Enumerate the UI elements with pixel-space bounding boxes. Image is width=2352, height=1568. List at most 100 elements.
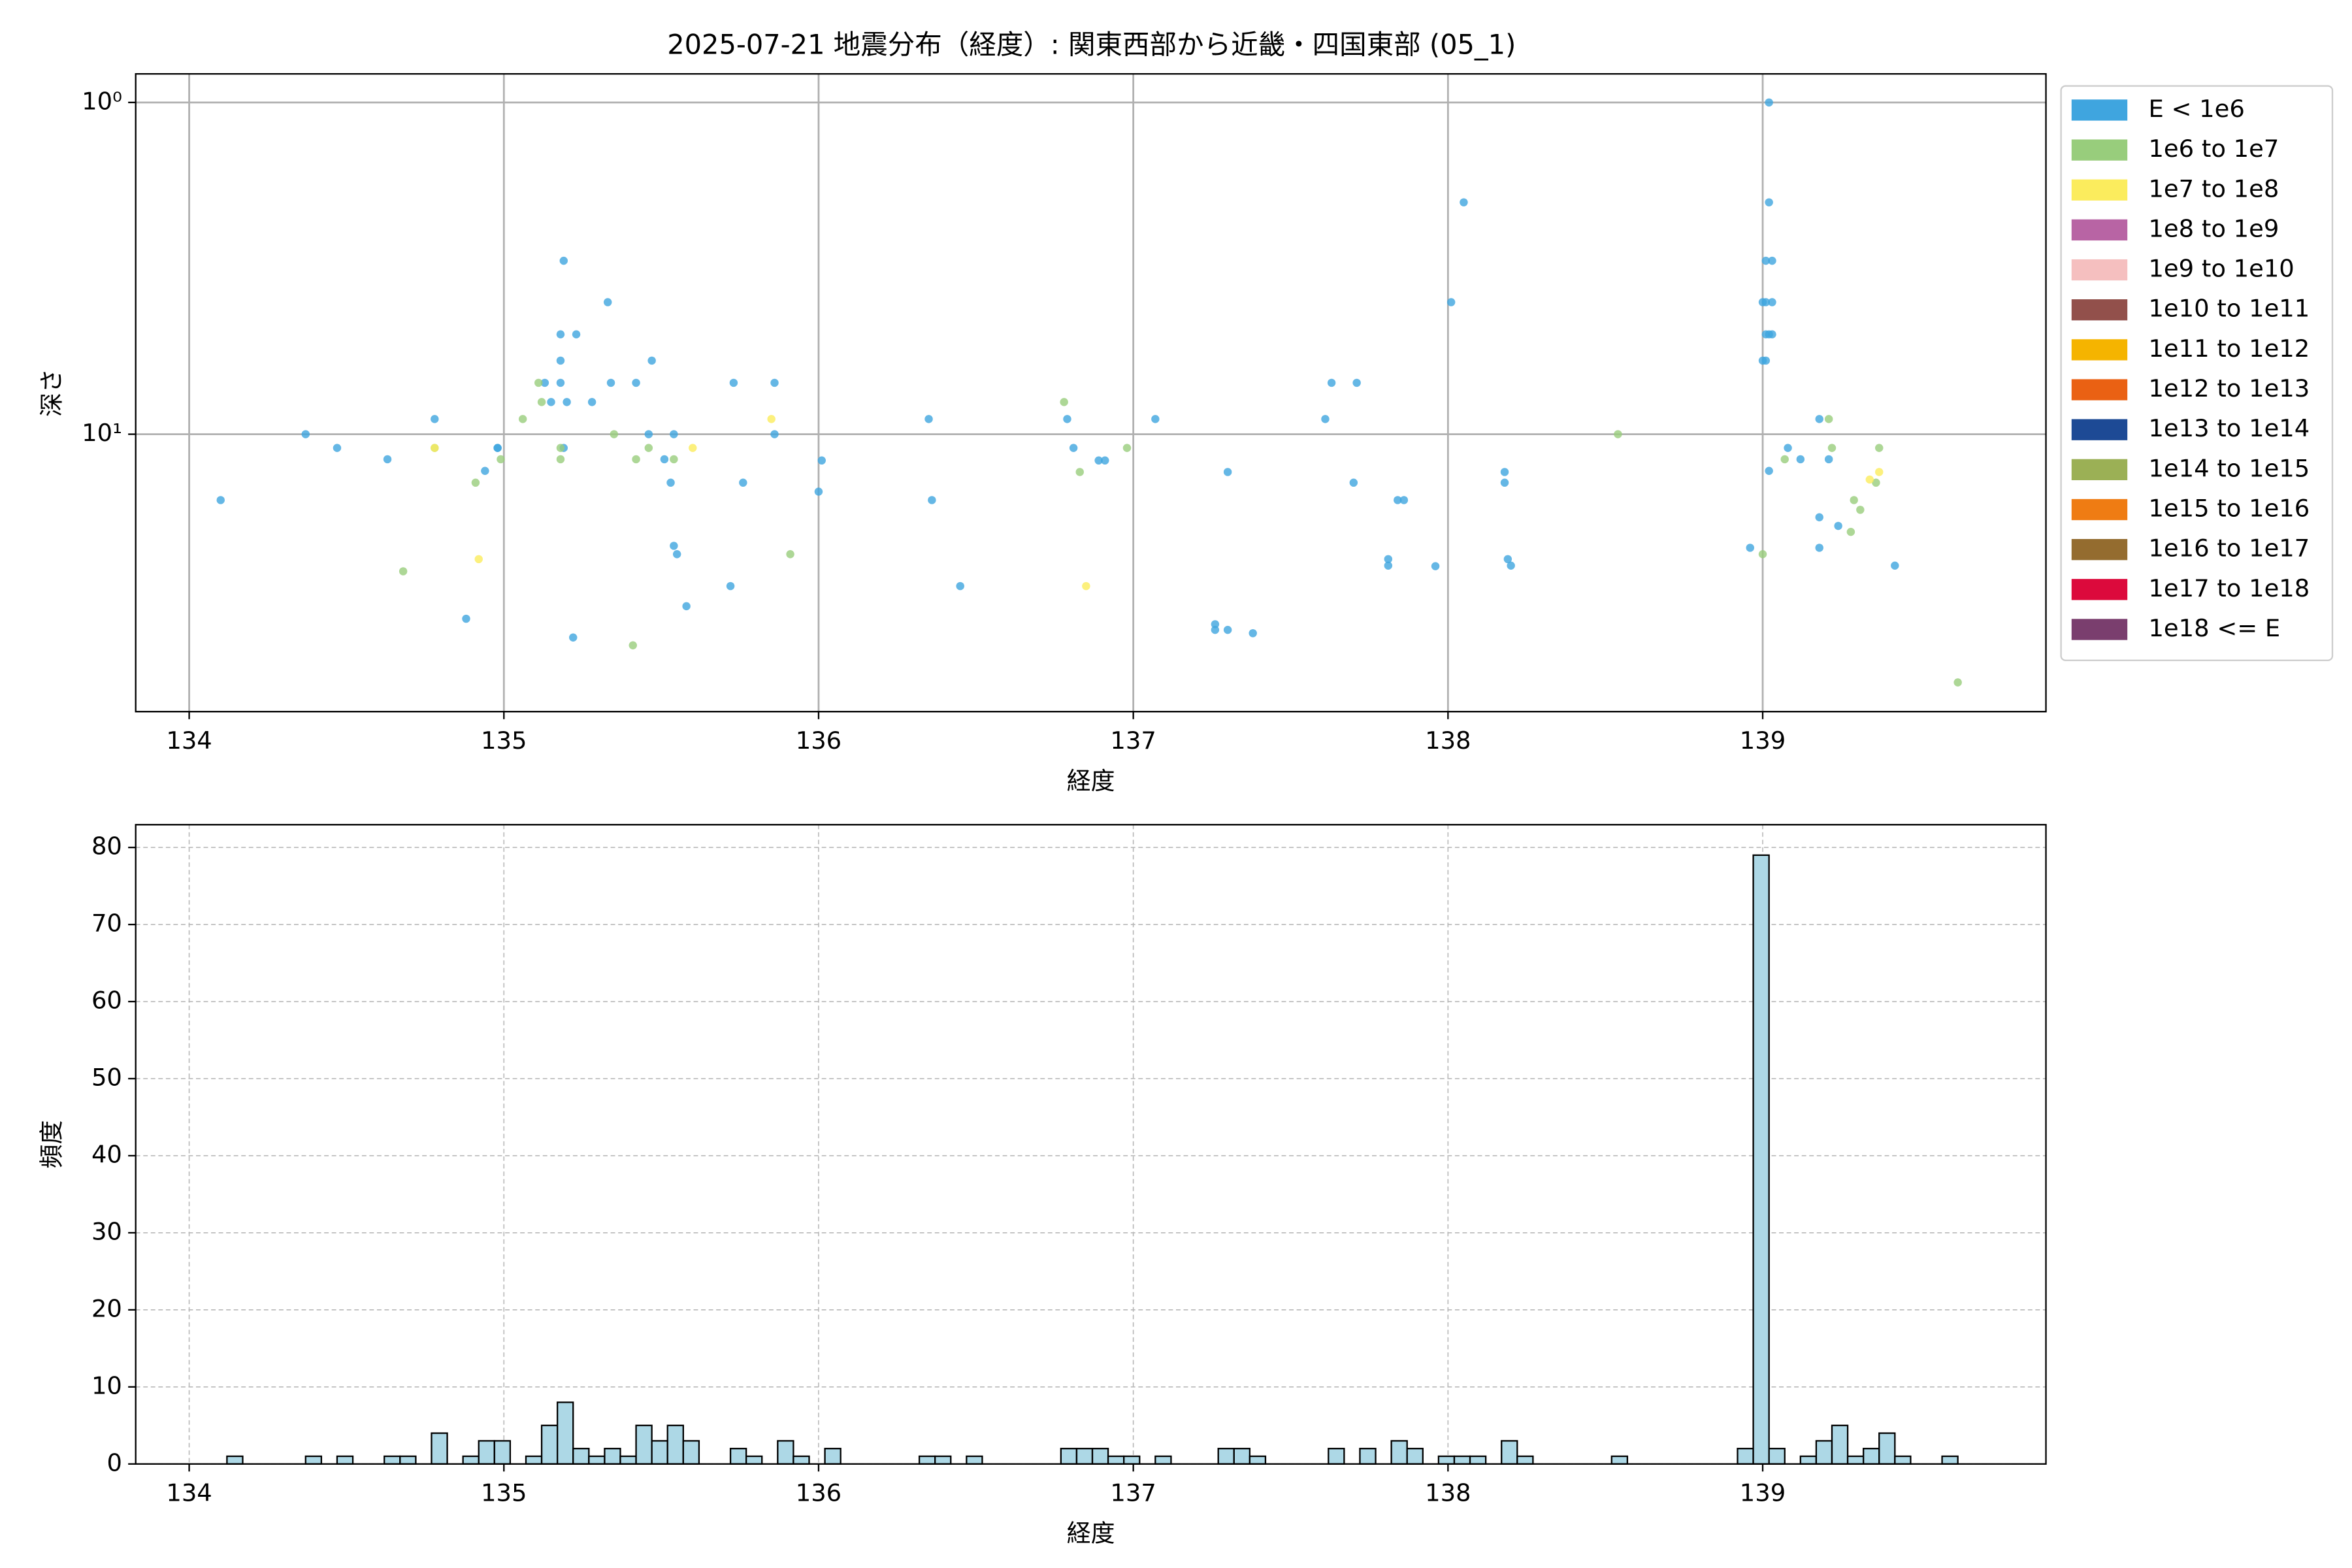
point — [670, 542, 678, 550]
point — [1500, 478, 1509, 487]
point — [569, 633, 578, 642]
bar — [651, 1440, 668, 1465]
legend-swatch — [2071, 459, 2128, 480]
point — [556, 455, 565, 464]
marks — [226, 854, 1959, 1465]
bar — [572, 1448, 590, 1465]
point — [1094, 456, 1103, 465]
bar — [1123, 1455, 1141, 1465]
point — [644, 430, 653, 438]
point — [1352, 378, 1361, 387]
point — [1796, 455, 1805, 464]
x-axis-label: 経度 — [1067, 767, 1115, 795]
bar — [777, 1440, 794, 1465]
bar — [1610, 1455, 1629, 1465]
point — [1827, 444, 1837, 452]
point — [1758, 550, 1767, 559]
bar — [1328, 1448, 1345, 1465]
bar — [918, 1455, 936, 1465]
point — [1815, 415, 1823, 423]
point — [572, 330, 581, 338]
legend-label: 1e9 to 1e10 — [2148, 255, 2294, 283]
point — [1507, 561, 1515, 570]
point — [399, 567, 408, 576]
point — [956, 581, 964, 591]
point — [1780, 455, 1789, 464]
point — [928, 496, 936, 504]
legend-label: 1e11 to 1e12 — [2148, 335, 2310, 363]
point — [497, 455, 505, 464]
bar — [1390, 1440, 1408, 1465]
chart-title: 2025-07-21 地震分布（経度）: 関東西部から近畿・四国東部 (05_1… — [667, 29, 1516, 61]
bar — [478, 1440, 495, 1465]
point — [1765, 198, 1773, 206]
legend-swatch — [2071, 619, 2128, 640]
point — [1384, 555, 1393, 564]
bar — [1846, 1455, 1865, 1465]
bar — [1359, 1448, 1377, 1465]
point — [547, 398, 555, 406]
x-tick-label: 136 — [796, 1478, 841, 1507]
legend-frame — [2060, 85, 2334, 661]
bar — [525, 1455, 543, 1465]
point — [682, 602, 691, 611]
x-tick-label: 136 — [796, 727, 841, 755]
point — [301, 430, 310, 438]
x-tick-label: 139 — [1740, 1478, 1786, 1507]
point — [1768, 298, 1776, 306]
point — [770, 378, 779, 387]
legend-swatch — [2071, 219, 2128, 241]
legend-label: 1e17 to 1e18 — [2148, 574, 2310, 602]
point — [1746, 544, 1754, 552]
point — [726, 581, 735, 591]
point — [493, 444, 502, 452]
bar — [1469, 1455, 1487, 1465]
point — [537, 398, 546, 406]
bar — [1799, 1455, 1818, 1465]
point — [462, 614, 470, 623]
point — [1768, 330, 1776, 338]
x-tick-label: 138 — [1425, 1478, 1471, 1507]
point — [556, 356, 565, 365]
axes-frame — [135, 73, 2047, 713]
point — [1211, 625, 1220, 634]
bar — [462, 1455, 480, 1465]
legend-swatch — [2071, 139, 2128, 161]
x-tick-label: 134 — [166, 1478, 212, 1507]
bar — [431, 1432, 448, 1465]
bar — [1154, 1455, 1172, 1465]
bar — [399, 1455, 417, 1465]
point — [1249, 629, 1257, 638]
legend-label: 1e16 to 1e17 — [2148, 534, 2310, 563]
legend-label: E < 1e6 — [2148, 95, 2244, 123]
bar — [1107, 1455, 1125, 1465]
legend-swatch — [2071, 539, 2128, 561]
marks — [216, 98, 1962, 687]
bar — [824, 1448, 841, 1465]
point — [474, 555, 483, 564]
point — [1460, 198, 1468, 206]
bar — [336, 1455, 354, 1465]
point — [518, 415, 527, 423]
point — [1500, 468, 1509, 476]
x-tick-label: 137 — [1110, 1478, 1156, 1507]
legend: E < 1e6 1e6 to 1e7 1e7 to 1e8 1e8 to 1e9 1e9… — [2060, 85, 2334, 661]
point — [1865, 475, 1874, 484]
y-tick-label: 20 — [91, 1294, 122, 1322]
bar — [635, 1424, 653, 1465]
point — [556, 330, 565, 338]
point — [767, 415, 776, 423]
y-tick-label: 50 — [91, 1063, 122, 1091]
point — [333, 444, 342, 452]
bar — [604, 1448, 621, 1465]
bar — [682, 1440, 700, 1465]
point — [1446, 298, 1456, 306]
point — [786, 550, 794, 559]
point — [556, 444, 565, 452]
point — [1101, 456, 1109, 465]
point — [1765, 466, 1773, 475]
bar — [666, 1424, 684, 1465]
legend-label: 1e8 to 1e9 — [2148, 214, 2279, 242]
